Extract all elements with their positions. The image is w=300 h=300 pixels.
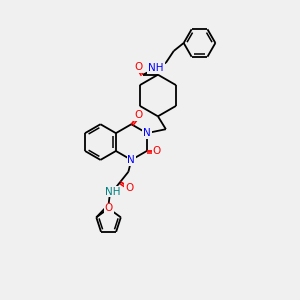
Text: NH: NH [148,63,164,73]
Text: N: N [128,155,135,165]
Text: O: O [153,146,161,156]
Text: N: N [143,128,151,138]
Text: O: O [104,203,113,214]
Text: O: O [125,183,134,193]
Text: O: O [134,62,142,72]
Text: O: O [134,110,142,120]
Text: NH: NH [105,187,120,196]
